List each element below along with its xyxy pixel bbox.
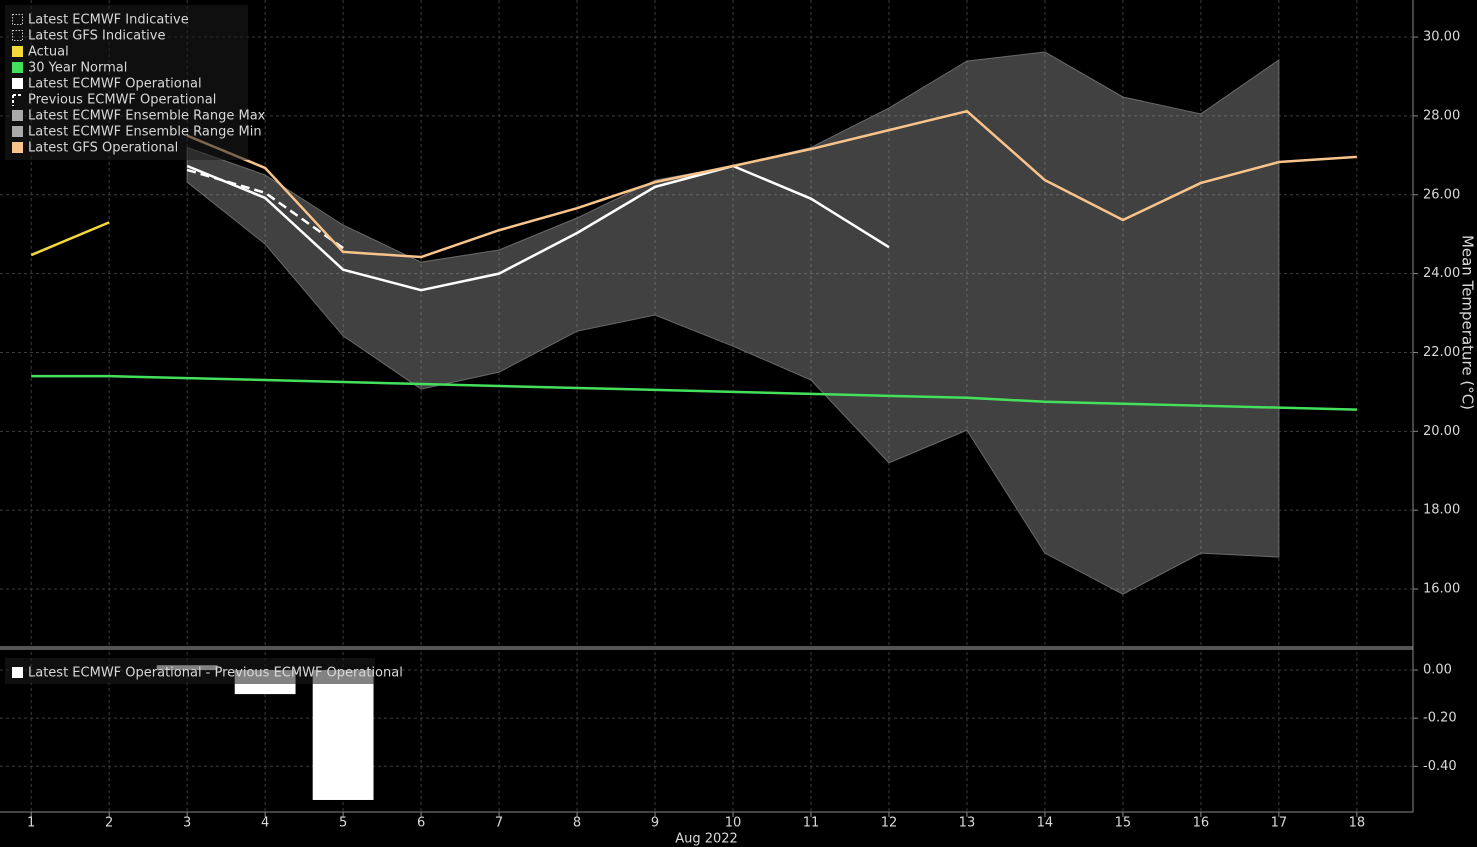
x-tick-label: 8 — [573, 816, 581, 831]
legend-box — [5, 5, 248, 160]
legend-box — [5, 658, 375, 684]
x-tick-label: 12 — [881, 816, 898, 831]
legend-label: 30 Year Normal — [28, 61, 127, 76]
legend-label: Latest ECMWF Indicative — [28, 13, 189, 28]
x-tick-label: 13 — [959, 816, 976, 831]
x-tick-label: 5 — [339, 816, 347, 831]
legend-swatch — [12, 30, 23, 41]
y-tick-label: 0.00 — [1423, 663, 1452, 678]
legend-swatch — [12, 94, 23, 106]
y-tick-label: 24.00 — [1423, 266, 1460, 281]
y-tick-label: -0.20 — [1423, 711, 1457, 726]
panel-divider — [0, 646, 1413, 650]
y-tick-label: 22.00 — [1423, 345, 1460, 360]
legend-swatch — [12, 62, 23, 73]
y-tick-label: -0.40 — [1423, 759, 1457, 774]
x-tick-label: 9 — [651, 816, 659, 831]
x-tick-label: 11 — [803, 816, 820, 831]
x-tick-label: 16 — [1193, 816, 1210, 831]
legend-label: Latest ECMWF Operational - Previous ECMW… — [28, 666, 403, 681]
legend-label: Actual — [28, 45, 69, 60]
y-tick-label: 18.00 — [1423, 503, 1460, 518]
x-tick-label: 15 — [1115, 816, 1132, 831]
legend-label: Latest ECMWF Ensemble Range Min — [28, 125, 262, 140]
y-tick-label: 16.00 — [1423, 582, 1460, 597]
ensemble-range — [186, 51, 1280, 595]
y-tick-label: 30.00 — [1423, 30, 1460, 45]
series-line — [186, 109, 1357, 259]
legend-swatch — [12, 78, 23, 89]
x-tick-label: 3 — [183, 816, 191, 831]
legend-swatch — [12, 110, 23, 121]
legend-label: Latest GFS Operational — [28, 141, 178, 156]
bar — [312, 670, 374, 800]
legend-swatch — [12, 46, 23, 57]
series-line — [186, 164, 890, 292]
legend-label: Previous ECMWF Operational — [28, 93, 216, 108]
legend-label: Latest ECMWF Ensemble Range Max — [28, 109, 266, 124]
x-tick-label: 14 — [1037, 816, 1054, 831]
legend-swatch — [12, 126, 23, 137]
legend: Latest ECMWF Operational - Previous ECMW… — [5, 658, 403, 684]
legend-label: Latest ECMWF Operational — [28, 77, 202, 92]
y-axis-label: Mean Temperature (°C) — [1459, 235, 1477, 410]
series-line — [186, 168, 344, 250]
series-line — [31, 374, 1357, 411]
x-tick-label: 6 — [417, 816, 425, 831]
y-tick-label: 26.00 — [1423, 187, 1460, 202]
x-axis-label: Aug 2022 — [675, 832, 738, 847]
legend-swatch — [12, 142, 23, 153]
x-tick-label: 4 — [261, 816, 269, 831]
series-line — [30, 221, 110, 257]
x-tick-label: 17 — [1271, 816, 1288, 831]
x-tick-label: 18 — [1349, 816, 1366, 831]
y-tick-label: 20.00 — [1423, 424, 1460, 439]
legend-label: Latest GFS Indicative — [28, 29, 165, 44]
x-tick-label: 2 — [105, 816, 113, 831]
x-tick-label: 1 — [27, 816, 35, 831]
x-tick-label: 7 — [495, 816, 503, 831]
x-tick-label: 10 — [725, 816, 742, 831]
legend-swatch — [12, 14, 23, 25]
legend-swatch — [12, 667, 23, 678]
y-tick-label: 28.00 — [1423, 108, 1460, 123]
